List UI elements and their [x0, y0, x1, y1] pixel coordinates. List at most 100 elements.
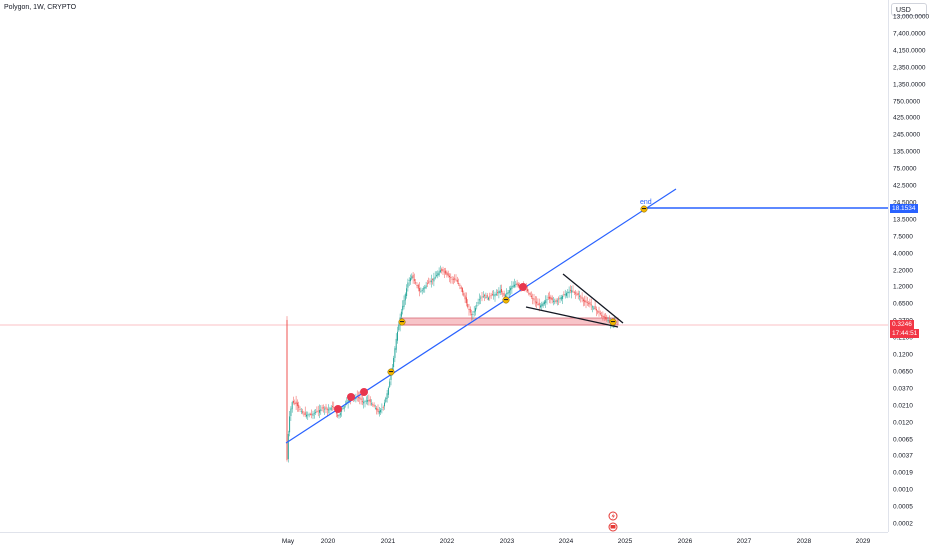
candle-body [497, 292, 499, 294]
price-axis-label: 750.0000 [893, 98, 921, 105]
candle-body [411, 276, 413, 279]
candle-body [490, 295, 492, 296]
candle-body [358, 397, 359, 398]
time-axis-label: 2029 [855, 538, 871, 545]
emoji-glasses [400, 321, 404, 323]
candle-body [443, 271, 445, 273]
candle-body [495, 293, 497, 295]
candle-body [347, 399, 349, 403]
candle-body [311, 413, 313, 415]
trend-line[interactable] [285, 188, 677, 444]
candle-body [313, 412, 315, 414]
candle-body [571, 290, 573, 293]
candle-body [346, 401, 348, 403]
candle-body [321, 407, 323, 409]
time-axis-label: May [281, 538, 295, 545]
time-axis-label: 2022 [439, 538, 455, 545]
candle-body [603, 315, 605, 319]
red-marker-icon[interactable] [360, 388, 368, 396]
price-axis-label: 4,150.0000 [893, 47, 926, 55]
candle-body [599, 312, 601, 315]
candle-body [302, 411, 304, 413]
candle-body [554, 301, 556, 303]
currency-button[interactable]: USD [891, 3, 927, 16]
candle-body [465, 297, 467, 304]
candle-body [309, 414, 311, 416]
candle-body [507, 292, 509, 295]
price-axis-label: 4.0000 [893, 250, 913, 258]
red-marker-icon[interactable] [519, 283, 527, 291]
candle-body [555, 299, 557, 302]
candle-body [317, 410, 319, 412]
candle-body [303, 413, 305, 415]
red-marker-icon[interactable] [347, 393, 355, 401]
candle-body [590, 304, 592, 306]
candle-body [468, 308, 470, 310]
candle-body [602, 315, 604, 317]
wedge-upper-line[interactable] [562, 273, 624, 324]
candle-body [581, 297, 583, 300]
price-chart[interactable]: end [0, 0, 888, 532]
candle-body [536, 301, 538, 304]
candle-body [404, 294, 406, 301]
candle-body [324, 408, 326, 410]
candle-body [534, 301, 536, 303]
candle-body [573, 292, 575, 293]
candle-body [593, 307, 595, 309]
flash-glyph [611, 513, 615, 520]
candle-body [413, 279, 415, 281]
candle-body [308, 414, 310, 416]
candle-body [359, 397, 361, 399]
candle-body [605, 317, 606, 319]
price-axis-label: 1,350.0000 [893, 81, 926, 89]
wedge-lower-line[interactable] [525, 306, 619, 328]
support-zone[interactable] [399, 317, 619, 326]
symbol-title[interactable]: Polygon, 1W, CRYPTO [4, 4, 77, 11]
candle-body [467, 304, 469, 308]
candle-body [595, 308, 597, 311]
price-axis-label: 0.0650 [893, 368, 913, 376]
candle-body [576, 293, 578, 295]
time-axis[interactable] [0, 532, 888, 551]
emoji-glasses [611, 321, 615, 323]
candle-body [287, 434, 289, 459]
candle-body [452, 278, 454, 280]
candle-body [374, 408, 376, 410]
emoji-glasses [389, 371, 393, 373]
time-axis-label: 2023 [499, 538, 515, 545]
candle-body [325, 406, 327, 410]
candle-body [407, 282, 409, 288]
candle-body [406, 288, 408, 296]
candle-body [506, 293, 508, 295]
candle-body [408, 280, 410, 281]
red-marker-icon[interactable] [334, 405, 342, 413]
candle-body [569, 289, 571, 291]
candle-body [286, 319, 288, 460]
candle-body [491, 294, 493, 295]
candle-body [384, 402, 385, 407]
price-axis-label: 0.6500 [893, 300, 913, 308]
end-label[interactable]: end [640, 199, 652, 206]
candle-body [486, 295, 488, 298]
candle-body [417, 284, 419, 289]
candle-body [458, 283, 460, 284]
candle-body [589, 302, 591, 305]
price-axis-label: 7.5000 [893, 233, 913, 241]
candle-body [437, 273, 439, 276]
candle-body [364, 401, 366, 402]
candle-body [540, 305, 541, 308]
candle-body [293, 401, 294, 403]
candle-body [326, 408, 328, 410]
candle-body [398, 324, 400, 331]
candle-body [294, 402, 296, 404]
candle-body [430, 280, 432, 283]
chart-canvas[interactable]: end Polygon, 1W, CRYPTO [0, 0, 888, 532]
candle-body [337, 414, 339, 417]
candle-body [290, 408, 292, 417]
time-axis-label: 2026 [677, 538, 693, 545]
price-axis-label: 0.0010 [893, 486, 913, 494]
candle-body [564, 294, 566, 296]
price-axis-label: 0.0120 [893, 419, 913, 427]
candle-body [550, 296, 552, 300]
price-axis[interactable] [888, 0, 932, 532]
